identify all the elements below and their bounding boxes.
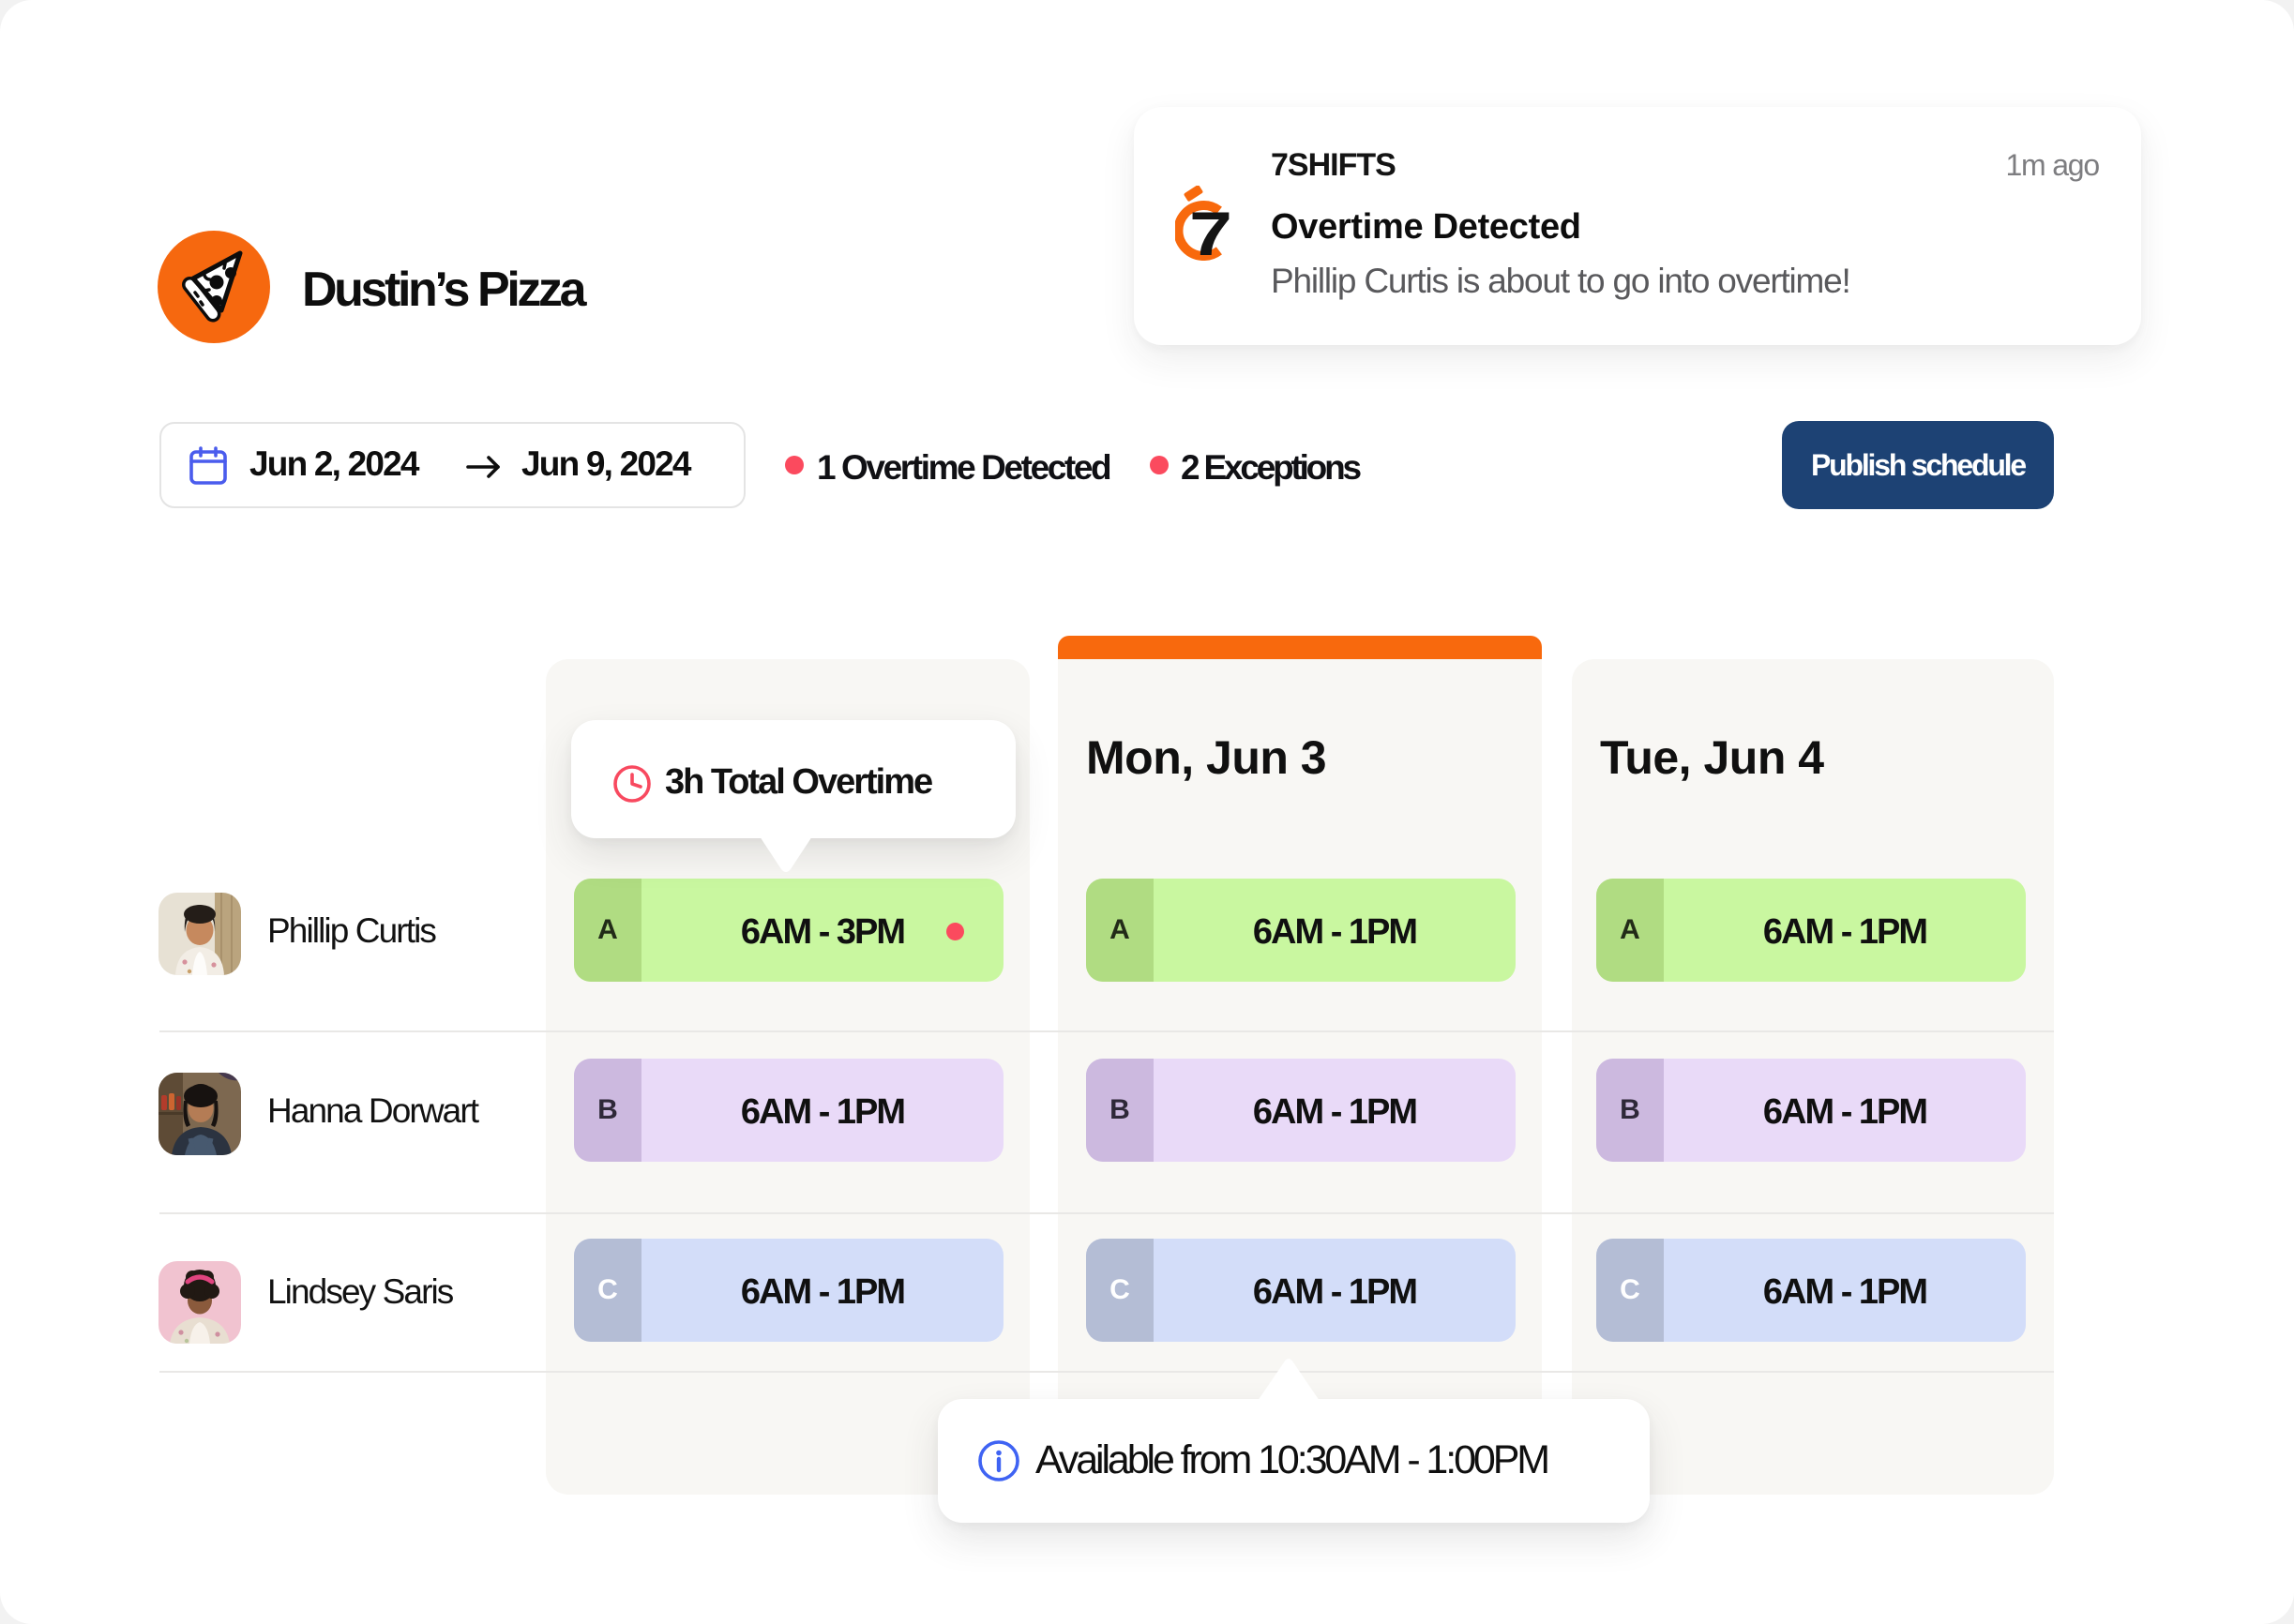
svg-text:7: 7 [1189, 199, 1232, 261]
